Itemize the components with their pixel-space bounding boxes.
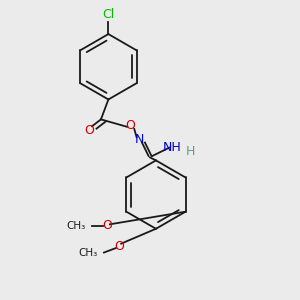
Text: O: O [126,119,136,132]
Text: H: H [185,145,195,158]
Text: O: O [84,124,94,137]
Text: NH: NH [163,140,182,154]
Text: O: O [102,219,112,232]
Text: N: N [135,133,144,146]
Text: CH₃: CH₃ [79,248,98,257]
Text: CH₃: CH₃ [67,221,86,231]
Text: O: O [114,240,124,253]
Text: Cl: Cl [102,8,115,21]
